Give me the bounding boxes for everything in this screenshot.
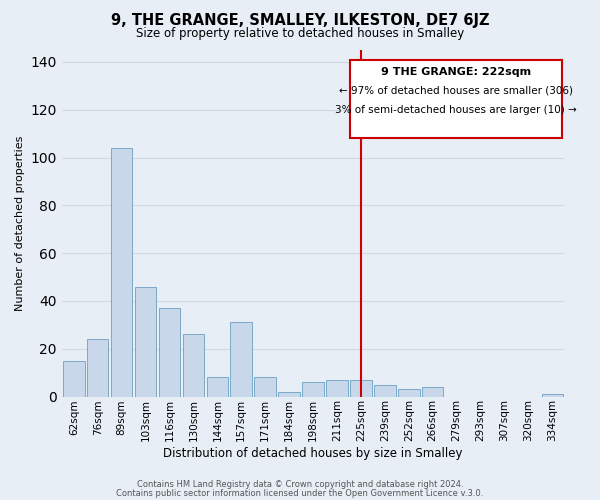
Bar [230,322,252,396]
Bar [159,308,180,396]
Text: 9, THE GRANGE, SMALLEY, ILKESTON, DE7 6JZ: 9, THE GRANGE, SMALLEY, ILKESTON, DE7 6J… [111,12,489,28]
X-axis label: Distribution of detached houses by size in Smalley: Distribution of detached houses by size … [163,447,463,460]
Y-axis label: Number of detached properties: Number of detached properties [15,136,25,311]
Bar [326,380,348,396]
Bar [542,394,563,396]
Bar [135,286,157,397]
Bar [302,382,324,396]
Bar [206,378,228,396]
Bar [254,378,276,396]
Bar [278,392,300,396]
Bar [374,384,395,396]
Bar [87,339,109,396]
Bar [182,334,204,396]
Text: Contains public sector information licensed under the Open Government Licence v.: Contains public sector information licen… [116,488,484,498]
Bar [422,387,443,396]
Text: Size of property relative to detached houses in Smalley: Size of property relative to detached ho… [136,28,464,40]
Text: 3% of semi-detached houses are larger (10) →: 3% of semi-detached houses are larger (1… [335,105,577,115]
Bar [398,390,419,396]
Text: ← 97% of detached houses are smaller (306): ← 97% of detached houses are smaller (30… [339,86,573,96]
Bar [63,360,85,396]
Bar [111,148,133,396]
Text: 9 THE GRANGE: 222sqm: 9 THE GRANGE: 222sqm [381,66,531,76]
Bar [350,380,371,396]
Text: Contains HM Land Registry data © Crown copyright and database right 2024.: Contains HM Land Registry data © Crown c… [137,480,463,489]
FancyBboxPatch shape [350,60,562,138]
